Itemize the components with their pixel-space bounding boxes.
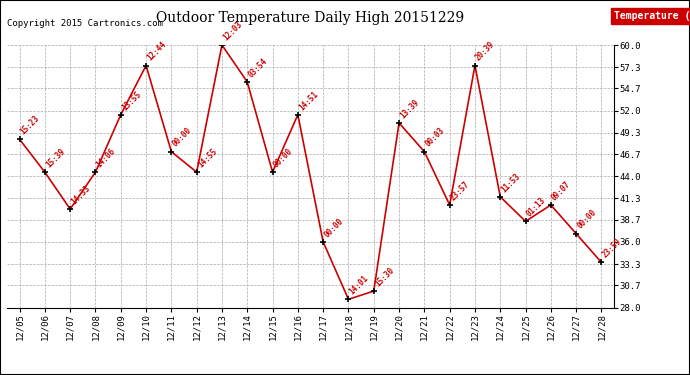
Text: 12:44: 12:44 [145, 40, 168, 63]
Text: 14:33: 14:33 [69, 184, 92, 206]
Text: 00:00: 00:00 [170, 126, 193, 149]
Text: 03:54: 03:54 [246, 56, 269, 79]
Text: 14:55: 14:55 [196, 147, 219, 170]
Text: 15:30: 15:30 [373, 266, 395, 288]
Text: 00:00: 00:00 [322, 216, 345, 239]
Text: 00:00: 00:00 [575, 208, 598, 231]
Text: 12:03: 12:03 [221, 20, 244, 42]
Text: 11:53: 11:53 [500, 171, 522, 194]
Text: 15:39: 15:39 [44, 147, 67, 170]
Text: 23:57: 23:57 [448, 180, 471, 202]
Text: 13:39: 13:39 [398, 98, 421, 120]
Text: Outdoor Temperature Daily High 20151229: Outdoor Temperature Daily High 20151229 [157, 11, 464, 25]
Text: Copyright 2015 Cartronics.com: Copyright 2015 Cartronics.com [7, 19, 163, 28]
Text: 15:23: 15:23 [19, 114, 41, 136]
Text: 20:39: 20:39 [474, 40, 497, 63]
Text: 00:00: 00:00 [272, 147, 295, 170]
Text: 09:07: 09:07 [550, 180, 573, 202]
Text: 01:13: 01:13 [524, 196, 547, 219]
Text: 00:03: 00:03 [424, 126, 446, 149]
Text: 14:01: 14:01 [348, 274, 371, 297]
Text: 13:55: 13:55 [120, 89, 143, 112]
Text: 14:51: 14:51 [297, 89, 319, 112]
Text: Temperature (°F): Temperature (°F) [614, 11, 690, 21]
Text: 23:59: 23:59 [600, 237, 623, 260]
Text: 14:06: 14:06 [95, 147, 117, 170]
